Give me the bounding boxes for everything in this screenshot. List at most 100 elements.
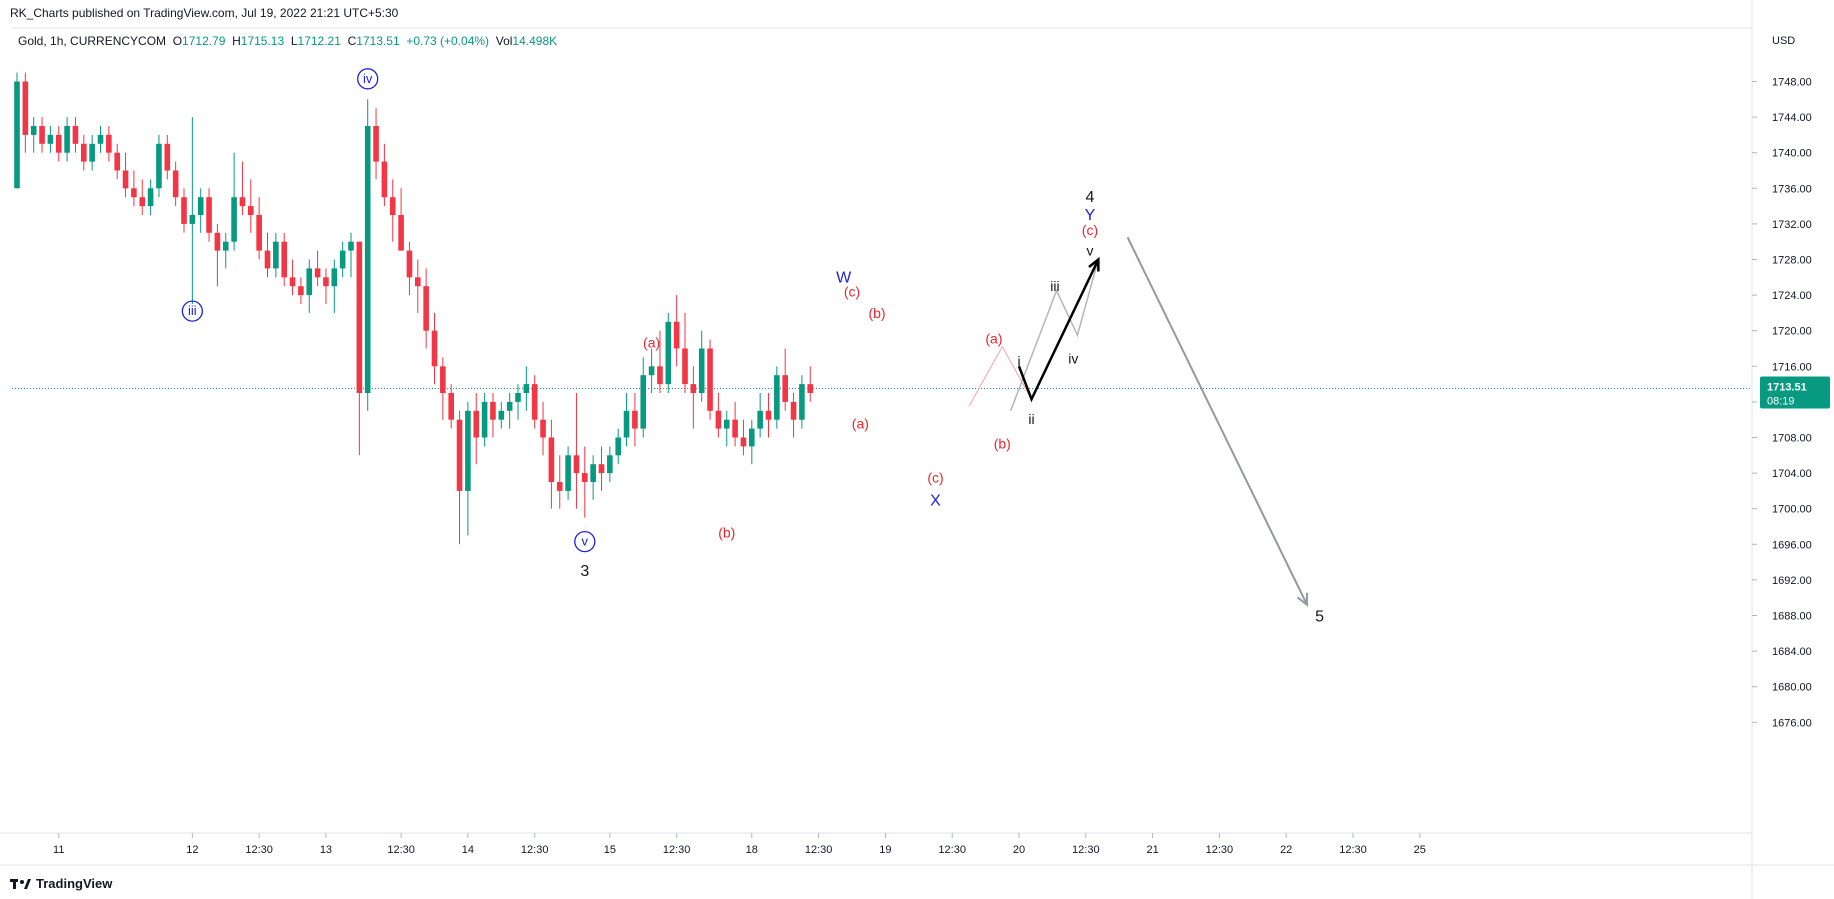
y-tick-label: 1716.00 bbox=[1772, 361, 1812, 373]
candle-body bbox=[273, 241, 279, 269]
candle-body bbox=[339, 250, 346, 269]
candle-body bbox=[331, 268, 338, 287]
candle-body bbox=[398, 215, 404, 251]
candle-body bbox=[723, 419, 730, 429]
close-value: 1713.51 bbox=[356, 34, 400, 48]
candle-body bbox=[623, 410, 630, 438]
candle-body bbox=[306, 268, 313, 296]
projection-arrowhead-black bbox=[1088, 256, 1100, 272]
y-tick-label: 1740.00 bbox=[1772, 148, 1812, 160]
wave-label-circle bbox=[574, 530, 596, 553]
candle-body bbox=[740, 437, 747, 447]
y-tick-label: 1748.00 bbox=[1772, 77, 1812, 89]
wave-label-circle bbox=[357, 68, 379, 90]
x-tick-label: 13 bbox=[320, 844, 332, 856]
candle-body bbox=[548, 437, 555, 482]
projection-path-target bbox=[1126, 236, 1308, 606]
candle-body bbox=[298, 286, 304, 296]
candle-body bbox=[490, 401, 496, 420]
candle-body bbox=[197, 197, 204, 215]
projection-path-black bbox=[1017, 258, 1100, 403]
candle-body bbox=[181, 197, 187, 224]
candle-body bbox=[389, 197, 396, 215]
candle-body bbox=[682, 348, 688, 385]
x-tick-label: 12:30 bbox=[938, 844, 966, 856]
wave-label: iv bbox=[1068, 350, 1078, 366]
wave-label: (c) bbox=[844, 284, 860, 300]
y-tick-label: 1744.00 bbox=[1772, 112, 1812, 124]
y-tick-label: 1692.00 bbox=[1772, 575, 1812, 587]
y-tick-label: 1680.00 bbox=[1772, 682, 1812, 694]
y-tick-label: 1676.00 bbox=[1772, 717, 1812, 729]
wave-label: iii bbox=[188, 303, 197, 318]
wave-label: v bbox=[582, 534, 589, 549]
footer-brand-name: TradingView bbox=[36, 876, 113, 891]
candle-body bbox=[431, 330, 438, 367]
last-price-badge bbox=[1760, 376, 1830, 409]
candle-body bbox=[640, 375, 647, 429]
candle-body bbox=[790, 401, 797, 420]
symbol-legend: Gold, 1h, CURRENCYCOM O1712.79 H1715.13 … bbox=[18, 34, 557, 48]
candle-body bbox=[106, 134, 112, 153]
wave-label: (b) bbox=[718, 525, 735, 541]
candle-body bbox=[582, 473, 588, 482]
y-tick-label: 1684.00 bbox=[1772, 646, 1812, 658]
candle-body bbox=[665, 321, 672, 385]
y-tick-label: 1708.00 bbox=[1772, 433, 1812, 445]
wave-label: 3 bbox=[580, 563, 589, 580]
wave-label: 4 bbox=[1086, 189, 1095, 206]
candle-body bbox=[114, 152, 120, 171]
publisher-caption: RK_Charts published on TradingView.com, … bbox=[10, 6, 399, 20]
candle-body bbox=[732, 419, 738, 438]
candle-body bbox=[598, 464, 605, 474]
wave-label: (b) bbox=[868, 305, 885, 321]
candle-body bbox=[239, 197, 246, 207]
candle-body bbox=[30, 126, 37, 135]
y-tick-label: 1696.00 bbox=[1772, 539, 1812, 551]
candle-body bbox=[423, 286, 429, 331]
currency-label: USD bbox=[1772, 35, 1795, 47]
wave-label: iii bbox=[1050, 278, 1059, 294]
high-value: 1715.13 bbox=[240, 34, 285, 48]
projection-path-gray bbox=[1009, 259, 1100, 412]
x-tick-label: 21 bbox=[1146, 844, 1158, 856]
footer-brand: TradingView bbox=[10, 876, 112, 891]
candle-body bbox=[481, 401, 488, 438]
y-tick-label: 1724.00 bbox=[1772, 290, 1812, 302]
wave-label-circle bbox=[181, 300, 204, 322]
y-tick-label: 1736.00 bbox=[1772, 183, 1812, 195]
candle-body bbox=[774, 375, 780, 420]
candle-body bbox=[799, 384, 805, 420]
y-tick-label: 1688.00 bbox=[1772, 611, 1812, 623]
volume-label: Vol bbox=[495, 34, 513, 48]
candle-body bbox=[122, 170, 129, 189]
candle-body bbox=[632, 410, 638, 429]
wave-label: (b) bbox=[994, 436, 1011, 452]
x-tick-label: 12:30 bbox=[1339, 844, 1367, 856]
x-tick-label: 12 bbox=[186, 844, 198, 856]
wave-label: i bbox=[1017, 353, 1020, 369]
open-label: O bbox=[172, 34, 183, 48]
candle-body bbox=[615, 437, 621, 456]
y-tick-label: 1720.00 bbox=[1772, 326, 1812, 338]
low-label: L bbox=[290, 34, 298, 48]
x-tick-label: 12:30 bbox=[1206, 844, 1234, 856]
candle-body bbox=[406, 250, 413, 278]
volume-value: 14.498K bbox=[512, 34, 558, 48]
wave-label: ii bbox=[1028, 411, 1034, 427]
symbol-name[interactable]: Gold, 1h, CURRENCYCOM bbox=[18, 34, 167, 48]
wave-label: (c) bbox=[927, 470, 943, 486]
wave-label: Y bbox=[1085, 207, 1096, 224]
candle-body bbox=[673, 321, 680, 349]
candle-body bbox=[440, 366, 446, 393]
candle-body bbox=[690, 384, 697, 393]
candle-body bbox=[248, 206, 254, 215]
high-label: H bbox=[232, 34, 241, 48]
wave-label: iv bbox=[363, 71, 373, 86]
wave-label: (a) bbox=[643, 334, 660, 350]
countdown-timer: 08:19 bbox=[1767, 395, 1795, 407]
candle-body bbox=[22, 81, 29, 135]
last-price-value: 1713.51 bbox=[1767, 381, 1807, 393]
candle-body bbox=[89, 143, 95, 162]
